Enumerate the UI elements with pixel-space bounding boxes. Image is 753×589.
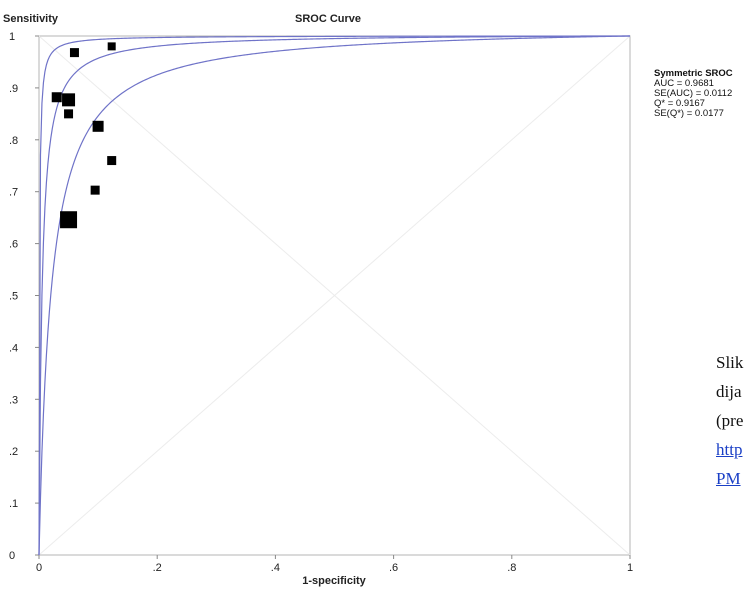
stats-se-q-star: SE(Q*) = 0.0177 [654, 108, 724, 119]
study-point [64, 109, 74, 119]
caption-link[interactable]: PM [716, 469, 741, 488]
y-tick-label: .8 [9, 135, 18, 147]
caption-line: dija [716, 382, 742, 401]
stats-se-auc: SE(AUC) = 0.0112 [654, 88, 733, 99]
x-tick-label: .8 [507, 562, 516, 574]
chart-title: SROC Curve [295, 13, 361, 25]
x-axis-label: 1-specificity [302, 575, 366, 587]
y-tick-label: 0 [9, 550, 15, 562]
sroc-chart: Sensitivity SROC Curve 1-specificity 0 .2… [3, 13, 633, 587]
study-point [92, 120, 104, 132]
plot-area: 0 .2 .4 .6 .8 1 0 .1 .2 .3 .4 .5 .6 .7 .8 .9 1 [9, 31, 633, 574]
sroc-curve-line [38, 35, 631, 556]
study-point [60, 211, 78, 229]
study-point [62, 93, 76, 107]
caption-line: (pre [716, 411, 744, 430]
study-point [51, 92, 62, 103]
y-tick-label: .5 [9, 291, 18, 303]
y-axis-label: Sensitivity [3, 13, 59, 25]
x-tick-label: .4 [271, 562, 280, 574]
study-point [107, 156, 117, 166]
y-tick-label: .2 [9, 446, 18, 458]
study-point [90, 185, 100, 195]
y-tick-label: 1 [9, 31, 15, 43]
stats-auc: AUC = 0.9681 [654, 78, 714, 89]
sroc-curve-line [38, 35, 631, 556]
y-tick-label: .7 [9, 187, 18, 199]
x-tick-label: .6 [389, 562, 398, 574]
stats-heading: Symmetric SROC [654, 68, 733, 79]
study-point [107, 42, 116, 51]
stats-q-star: Q* = 0.9167 [654, 98, 705, 109]
study-point [69, 48, 79, 58]
caption-link[interactable]: http [716, 440, 743, 459]
y-tick-label: .6 [9, 239, 18, 251]
y-tick-label: .1 [9, 498, 18, 510]
y-tick-label: .9 [9, 83, 18, 95]
stats-box: Symmetric SROC AUC = 0.9681 SE(AUC) = 0.… [654, 69, 733, 119]
y-tick-label: .3 [9, 394, 18, 406]
diagonal-line [38, 35, 631, 556]
caption-line: Slik [716, 353, 744, 372]
x-tick-label: 1 [627, 562, 633, 574]
x-tick-label: .2 [153, 562, 162, 574]
figure-caption: Slik dija (pre http PM [716, 348, 753, 493]
x-tick-label: 0 [36, 562, 42, 574]
y-tick-label: .4 [9, 342, 18, 354]
